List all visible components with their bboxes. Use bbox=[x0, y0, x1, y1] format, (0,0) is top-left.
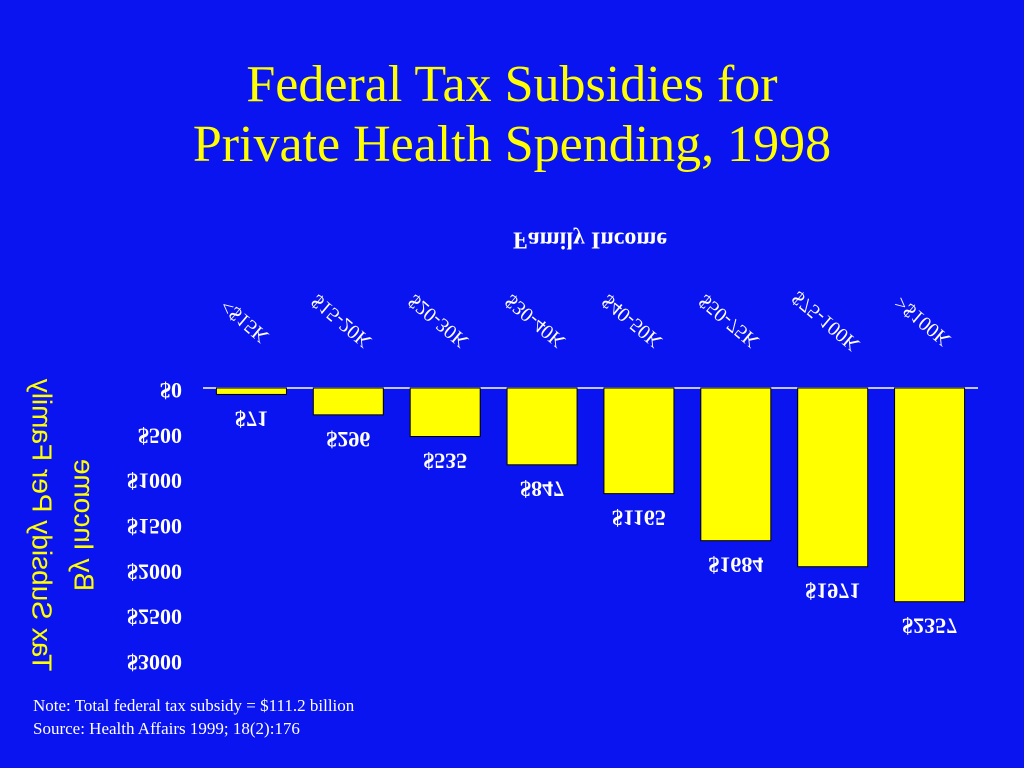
category-label: $50-75K bbox=[695, 290, 764, 353]
bar bbox=[797, 387, 869, 568]
category-label: $15-20K bbox=[307, 290, 376, 353]
category-label: $30-40K bbox=[501, 290, 570, 353]
y-tick-label: $3000 bbox=[127, 650, 182, 675]
category-label: $75-100K bbox=[788, 287, 865, 356]
notes: Note: Total federal tax subsidy = $111.2… bbox=[33, 694, 354, 740]
x-axis-title: Family Income bbox=[513, 226, 667, 252]
value-label: $535 bbox=[423, 448, 467, 473]
title-line-2: Private Health Spending, 1998 bbox=[192, 116, 832, 173]
bar bbox=[312, 387, 384, 416]
bar bbox=[894, 387, 966, 603]
value-label: $847 bbox=[520, 477, 564, 502]
bar bbox=[215, 387, 287, 395]
bar bbox=[603, 387, 675, 495]
value-label: $2357 bbox=[902, 614, 957, 639]
source-text: Source: Health Affairs 1999; 18(2):176 bbox=[33, 719, 300, 738]
category-label: $20-30K bbox=[404, 290, 473, 353]
value-label: $296 bbox=[326, 427, 370, 452]
bar bbox=[409, 387, 481, 438]
value-label: $1165 bbox=[612, 506, 666, 531]
note-text: Note: Total federal tax subsidy = $111.2… bbox=[33, 696, 355, 715]
chart-title: Federal Tax Subsidies for Private Health… bbox=[0, 55, 1024, 175]
bar bbox=[506, 387, 578, 466]
y-tick-label: $500 bbox=[138, 423, 182, 448]
y-axis-title-line-1: Tax Subsidy Per Family bbox=[27, 379, 58, 672]
y-tick-label: $0 bbox=[160, 378, 182, 403]
value-label: $1971 bbox=[805, 579, 860, 604]
bar bbox=[700, 387, 772, 542]
category-label: >$100K bbox=[890, 292, 955, 351]
value-label: $71 bbox=[235, 406, 268, 431]
y-tick-label: $2000 bbox=[127, 559, 182, 584]
y-axis-title-line-2: By Income bbox=[69, 459, 100, 591]
y-tick-label: $1500 bbox=[127, 514, 182, 539]
y-tick-label: $1000 bbox=[127, 469, 182, 494]
y-tick-label: $2500 bbox=[127, 605, 182, 630]
category-label: $40-50K bbox=[598, 290, 667, 353]
title-line-1: Federal Tax Subsidies for bbox=[246, 56, 778, 113]
category-label: <$15K bbox=[216, 295, 273, 348]
value-label: $1684 bbox=[708, 553, 763, 578]
